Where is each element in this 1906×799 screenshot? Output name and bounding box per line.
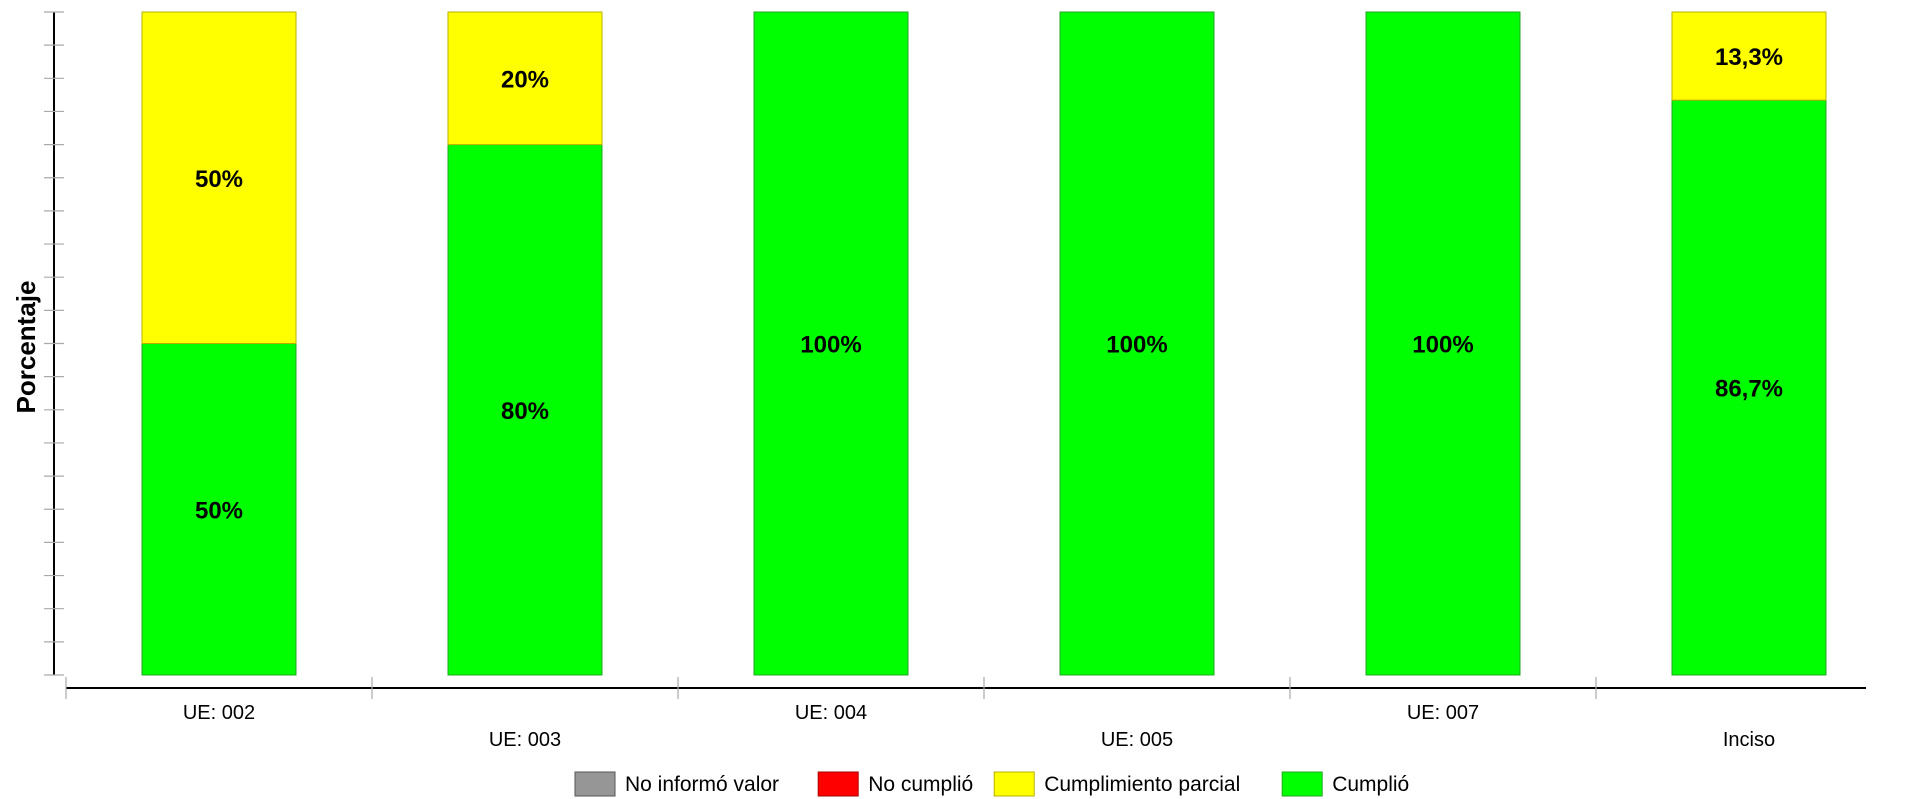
category-labels: UE: 002 UE: 003 UE: 004 UE: 005 UE: 007 Incis… bbox=[183, 702, 1775, 751]
bar-segment bbox=[1671, 11, 1827, 101]
bar-segment bbox=[1365, 11, 1521, 676]
bar-segment bbox=[141, 343, 297, 676]
bar-labels: 50% 50% 80% 20% 100% 100% 100% 86,7% 13,3% bbox=[195, 44, 1783, 524]
category-label: UE: 004 bbox=[795, 702, 867, 724]
bar-segment bbox=[141, 11, 297, 344]
bar-value-label: 80% bbox=[501, 398, 549, 425]
legend-label: Cumplimiento parcial bbox=[1044, 773, 1240, 796]
y-axis bbox=[44, 11, 64, 676]
bar-value-label: 100% bbox=[800, 332, 861, 359]
bar-segment bbox=[1059, 11, 1215, 676]
category-label: Inciso bbox=[1723, 729, 1775, 751]
legend-swatch bbox=[993, 771, 1035, 797]
category-label: UE: 005 bbox=[1101, 729, 1173, 751]
category-label: UE: 002 bbox=[183, 702, 255, 724]
legend-label: No informó valor bbox=[625, 773, 779, 796]
legend-swatch bbox=[1281, 771, 1323, 797]
legend-swatch bbox=[574, 771, 616, 797]
y-axis-title: Porcentaje bbox=[11, 281, 41, 414]
legend-label: No cumplió bbox=[868, 773, 973, 796]
bar-segment bbox=[753, 11, 909, 676]
bar-segment bbox=[447, 11, 603, 146]
bar-value-label: 13,3% bbox=[1715, 44, 1783, 71]
bar-segment bbox=[447, 144, 603, 676]
bar-value-label: 86,7% bbox=[1715, 376, 1783, 403]
legend: No informó valor No cumplió Cumplimiento p… bbox=[574, 771, 1409, 797]
x-axis bbox=[65, 677, 1866, 699]
bar-value-label: 100% bbox=[1412, 332, 1473, 359]
category-label: UE: 003 bbox=[489, 729, 561, 751]
bar-value-label: 50% bbox=[195, 166, 243, 193]
legend-swatch bbox=[817, 771, 859, 797]
bars bbox=[141, 11, 1827, 676]
legend-label: Cumplió bbox=[1332, 773, 1409, 796]
bar-value-label: 100% bbox=[1106, 332, 1167, 359]
bar-segment bbox=[1671, 99, 1827, 676]
category-label: UE: 007 bbox=[1407, 702, 1479, 724]
bar-value-label: 50% bbox=[195, 497, 243, 524]
bar-value-label: 20% bbox=[501, 66, 549, 93]
